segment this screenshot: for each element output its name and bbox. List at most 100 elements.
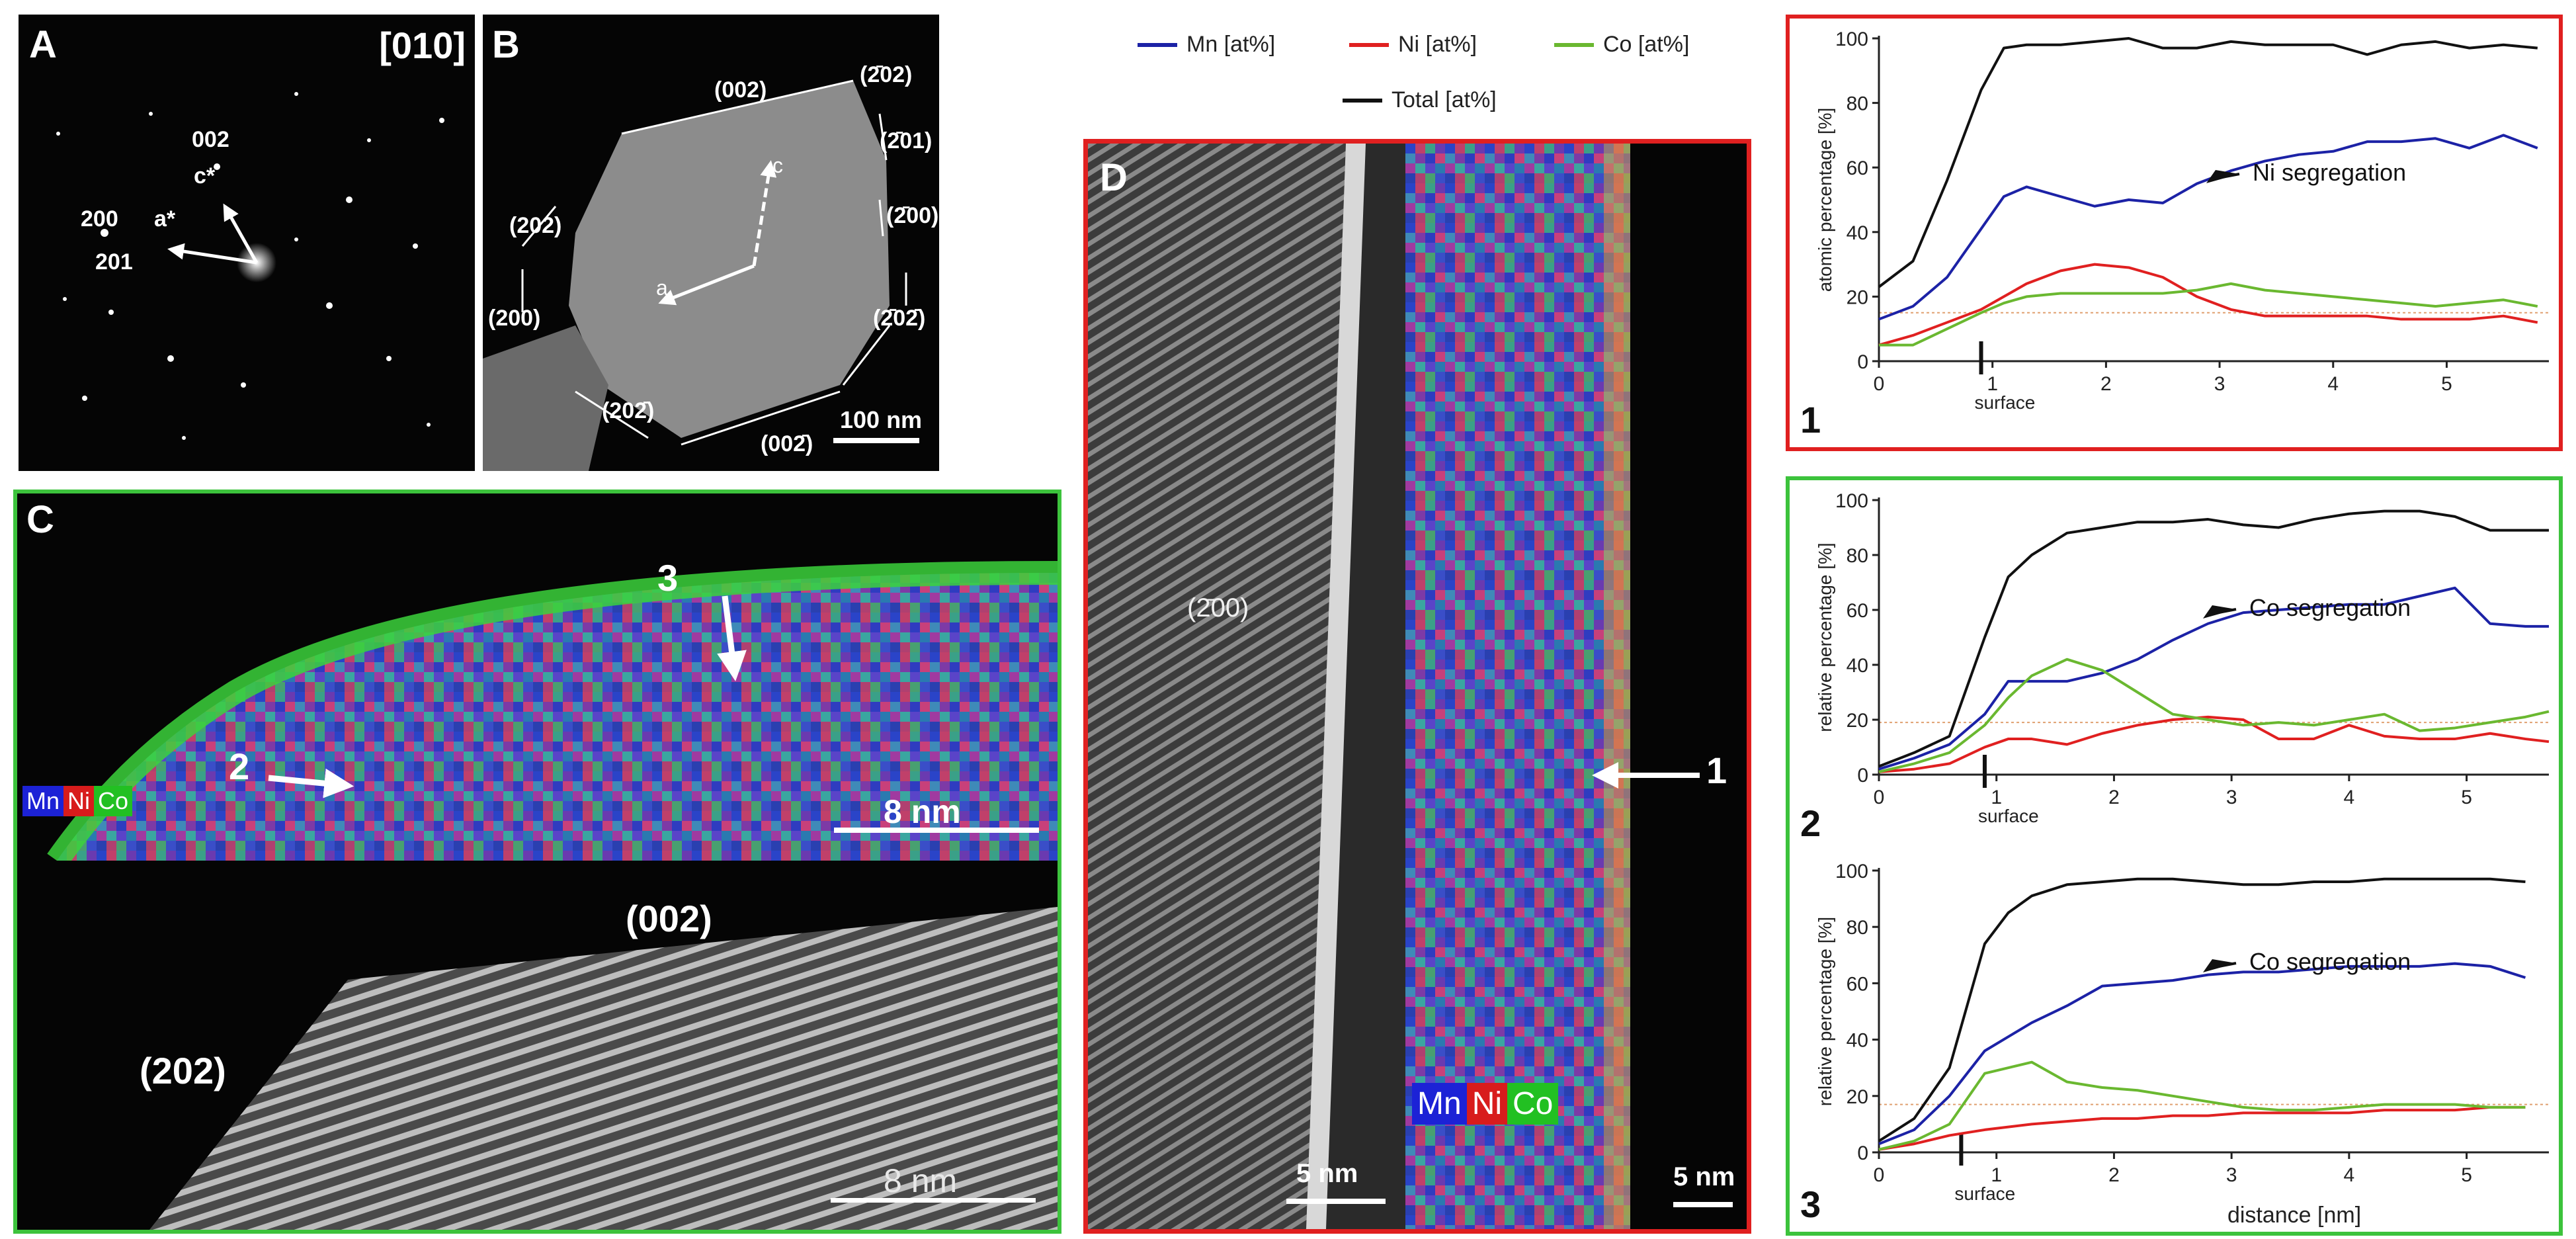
legend-co-label: Co [at%] — [1603, 32, 1690, 57]
chart-2-xtick-label: 3 — [2226, 787, 2237, 808]
panel-d-eds-map-image — [1405, 144, 1733, 1229]
panel-a-diffraction: A [010] 002 c* 200 a* 201 — [19, 15, 475, 471]
chart-3-xtick-label: 5 — [2461, 1164, 2472, 1186]
c-star-label: c* — [194, 163, 216, 189]
chart-3-ytick-label: 100 — [1835, 861, 1868, 882]
particle-image — [483, 79, 919, 471]
chart-1-surface-label: surface — [1975, 392, 2036, 413]
chart-3-xtick-label: 1 — [1991, 1164, 2002, 1186]
chart-2-series-total — [1878, 509, 2549, 768]
chart-1-annotation-arrow-shaft — [2211, 173, 2240, 181]
chart-1-xtick-label: 4 — [2327, 373, 2339, 395]
panel-d-label: D — [1100, 156, 1128, 199]
chart-3-ylabel: relative percentage [%] — [1815, 917, 1835, 1106]
spot-201-label: 201 — [95, 249, 133, 275]
legend-swatch-mn — [1138, 42, 1177, 47]
scale-bar-d-left-label: 5 nm — [1296, 1159, 1358, 1188]
element-legend-c: Mn Ni Co — [22, 786, 133, 816]
chart-2-ytick-label: 80 — [1847, 545, 1868, 567]
legend-ni-label: Ni [at%] — [1398, 32, 1477, 57]
chart-3-xtick-label: 0 — [1874, 1164, 1885, 1186]
chart-2-series-ni — [1878, 715, 2550, 773]
chart-1-ytick-label: 60 — [1847, 157, 1868, 179]
chart-2-ytick-label: 20 — [1847, 710, 1868, 732]
scale-bar-d-right-label: 5 nm — [1673, 1162, 1735, 1191]
chart-1-xtick-label: 1 — [1987, 373, 1998, 395]
chart-2-xtick-label: 1 — [1991, 787, 2002, 808]
axis-a-label: a — [656, 276, 668, 300]
chart-2-series-mn — [1878, 586, 2549, 771]
chart-3-xtick-label: 4 — [2344, 1164, 2355, 1186]
chart-2-xtick-label: 0 — [1874, 787, 1885, 808]
hrtem-image — [149, 907, 1058, 1230]
chart-1-ytick-label: 80 — [1847, 93, 1868, 115]
panel-d-eds-map: 1 Mn Ni Co 5 nm — [1405, 144, 1747, 1229]
legend-mn-label: Mn [at%] — [1186, 32, 1276, 57]
scale-bar-c-top-label: 8 nm — [884, 793, 961, 830]
chart-1-frame: 0 20 40 60 80 100 0 1 2 3 4 5 surface atomic percenta… — [1786, 15, 2563, 451]
chart-2-ytick-label: 100 — [1835, 490, 1868, 512]
chart-2-xtick-label: 4 — [2344, 787, 2355, 808]
chart-1-xtick-label: 0 — [1874, 373, 1885, 395]
legend-d-ni: Ni — [1466, 1083, 1508, 1125]
chart-1-annotation: Ni segregation — [2253, 159, 2406, 186]
chart-2-series-co — [1878, 658, 2550, 773]
chart-3-ytick-label: 40 — [1847, 1030, 1868, 1052]
axis-c-label: c — [772, 153, 783, 177]
chart-3-ytick-label: 20 — [1847, 1086, 1868, 1108]
facet-200: (200) — [488, 306, 541, 331]
spot-002-label: 002 — [192, 127, 229, 152]
eds-map-image — [47, 561, 1058, 861]
chart-2-ytick-label: 60 — [1847, 600, 1868, 622]
panel-d-hrtem: D (2̄00) 5 nm — [1088, 144, 1405, 1229]
facet-bar2-0-0: (2̄00) — [886, 203, 939, 228]
chart-3-annotation-arrow-shaft — [2208, 962, 2237, 970]
spot-200-label: 200 — [81, 206, 118, 232]
chart-2-surface-label: surface — [1978, 806, 2039, 826]
marker-3: 3 — [657, 557, 679, 599]
chart-1-series-mn — [1878, 134, 2538, 321]
chart-3-ytick-label: 80 — [1847, 917, 1868, 939]
marker-1: 1 — [1706, 749, 1727, 791]
element-legend-d: Mn Ni Co — [1412, 1083, 1559, 1125]
chart-2-panel-number: 2 — [1800, 802, 1821, 844]
panel-d-frame: D (2̄00) 5 nm 1 Mn Ni Co 5 nm — [1083, 139, 1751, 1234]
chart-2-annotation-arrow-shaft — [2208, 608, 2237, 616]
chart-3-series-total — [1878, 877, 2526, 1142]
chart-1: 0 20 40 60 80 100 0 1 2 3 4 5 surface atomic percenta… — [1800, 28, 2549, 441]
a-star-label: a* — [154, 206, 176, 232]
facet-bar2-0-2: (2̄02) — [860, 62, 913, 87]
panel-b-label: B — [492, 23, 520, 66]
chart-1-xtick-label: 5 — [2441, 373, 2452, 395]
legend-d-mn: Mn — [1412, 1083, 1467, 1125]
chart-1-ytick-label: 20 — [1847, 286, 1868, 308]
chart-3-ytick-label: 60 — [1847, 973, 1868, 995]
chart-1-ylabel: atomic percentage [%] — [1815, 108, 1835, 292]
chart-2-xtick-label: 5 — [2461, 787, 2472, 808]
chart-3-series-ni — [1878, 1105, 2526, 1151]
facet-bar2-0-1: (2̄01) — [880, 128, 933, 153]
facet-bar2-00-d: (2̄00) — [1187, 593, 1249, 622]
panel-d-hrtem-image — [1088, 144, 1386, 1229]
chart-1-series-co — [1879, 282, 2538, 347]
scale-bar-b-label: 100 nm — [840, 406, 923, 433]
legend-ni: Ni — [63, 786, 95, 816]
facet-002: (002) — [714, 77, 767, 103]
scale-bar-c-top — [834, 828, 1039, 833]
chart-1-xtick-label: 3 — [2214, 373, 2225, 395]
panel-c-frame: C 2 3 Mn Ni Co 8 nm (002) (202) 8 nm — [13, 490, 1061, 1234]
scale-bar-c-bottom — [831, 1198, 1036, 1203]
chart-3-panel-number: 3 — [1800, 1183, 1821, 1225]
facet-002-c: (002) — [626, 898, 712, 939]
panel-c-hrtem: (002) (202) 8 nm — [17, 861, 1058, 1230]
chart-3-series-co — [1878, 1060, 2526, 1151]
chart-1-ytick-label: 100 — [1835, 28, 1868, 50]
scale-bar-d-right — [1673, 1202, 1733, 1207]
chart-1-series-ni — [1878, 263, 2538, 347]
legend-d-co: Co — [1507, 1083, 1559, 1125]
series-legend: Mn [at%] Ni [at%] Co [at%] Total [at%] — [1124, 26, 1746, 132]
chart-3-xtick-label: 2 — [2108, 1164, 2120, 1186]
scale-bar-c-bottom-label: 8 nm — [884, 1162, 958, 1199]
zone-axis-label: [010] — [379, 24, 466, 66]
chart-3-ytick-label: 0 — [1857, 1142, 1868, 1164]
